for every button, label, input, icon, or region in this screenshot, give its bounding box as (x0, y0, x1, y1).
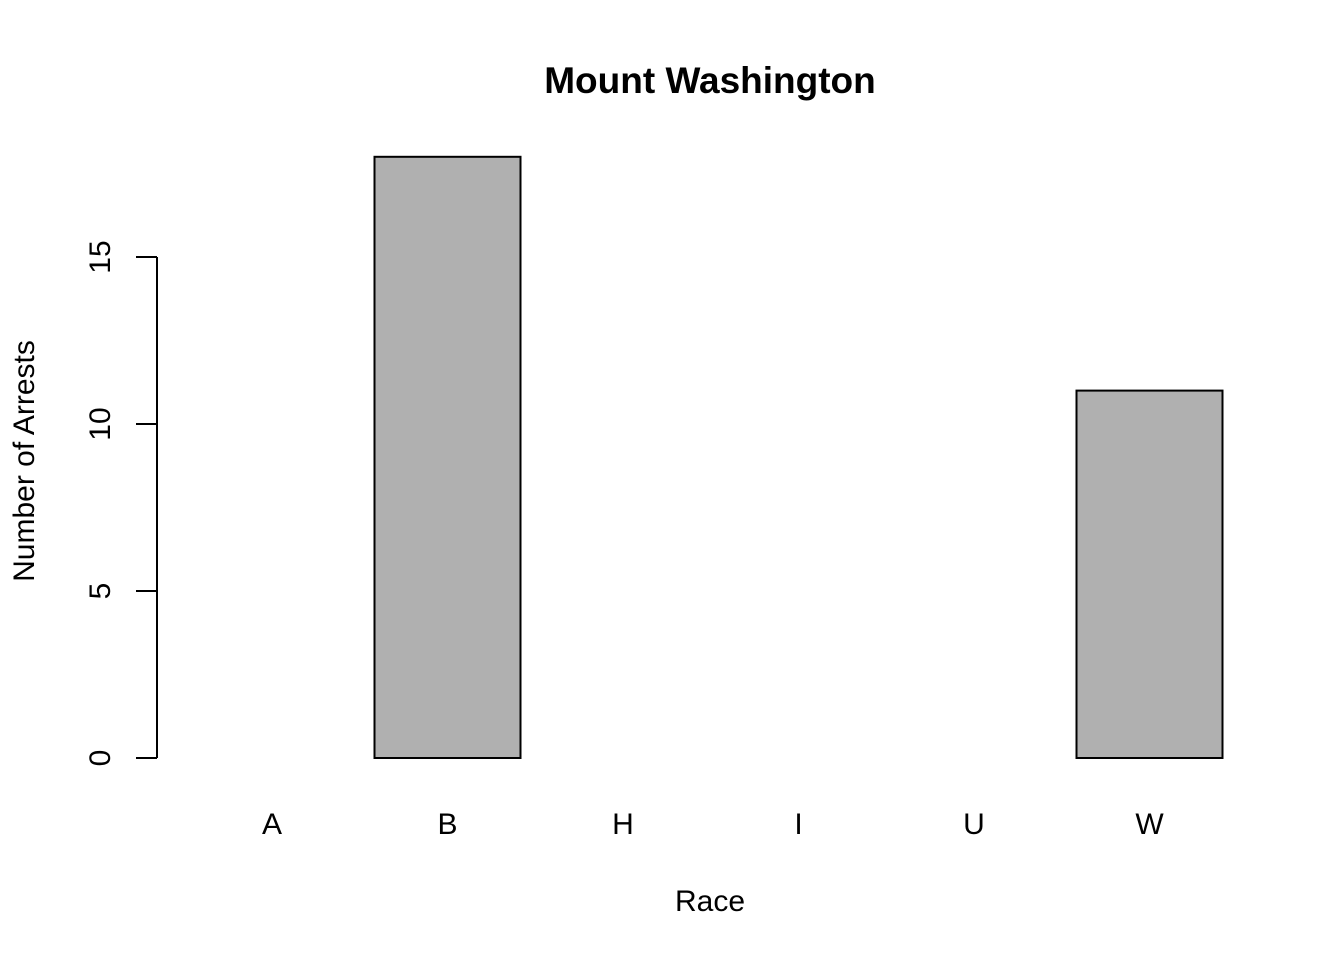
bars-group (373, 155, 1224, 760)
x-category-label: U (963, 808, 985, 841)
y-tick-label: 15 (84, 240, 117, 273)
bar-W (1075, 389, 1224, 759)
y-axis: 0 5 10 15 (84, 240, 158, 767)
bar-B (373, 155, 522, 760)
x-category-label: H (612, 808, 634, 841)
chart-title: Mount Washington (544, 60, 876, 101)
x-category-label: A (262, 808, 282, 841)
x-category-label: I (794, 808, 802, 841)
y-tick-label: 10 (84, 407, 117, 440)
y-tick-label: 0 (84, 750, 117, 767)
x-axis-label: Race (675, 885, 745, 918)
x-category-label: B (437, 808, 457, 841)
x-category-label: W (1135, 808, 1164, 841)
y-axis-label: Number of Arrests (8, 340, 41, 582)
y-tick-label: 5 (84, 583, 117, 600)
